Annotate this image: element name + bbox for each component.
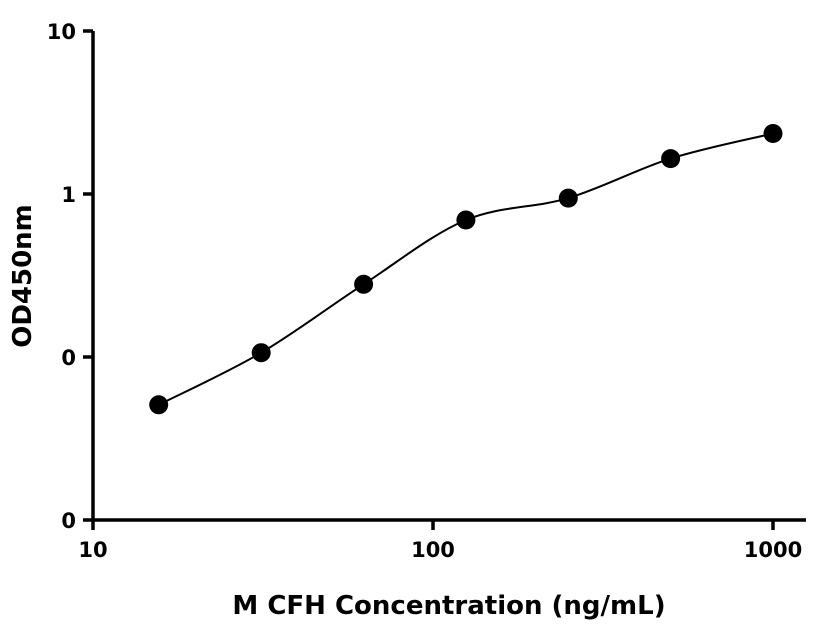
y-tick-label: 0 xyxy=(61,509,76,533)
x-tick-label: 100 xyxy=(411,538,455,562)
data-point xyxy=(456,210,476,230)
data-point xyxy=(763,124,783,143)
y-tick-label: 10 xyxy=(47,20,76,44)
data-points xyxy=(149,124,783,415)
data-point xyxy=(149,395,169,415)
axes xyxy=(91,31,806,522)
y-tick-label: 1 xyxy=(61,183,76,207)
x-axis-title: M CFH Concentration (ng/mL) xyxy=(232,591,665,621)
x-tick-label: 10 xyxy=(78,538,107,562)
data-point xyxy=(251,343,271,363)
fit-curve xyxy=(158,132,774,406)
fit-curve-group xyxy=(158,132,774,406)
x-tick-label: 1000 xyxy=(744,538,802,562)
data-point xyxy=(354,274,374,294)
data-point xyxy=(558,188,578,208)
data-point xyxy=(661,149,681,169)
y-tick-label: 0 xyxy=(61,346,76,370)
ticks: 10 100 1000 0 0 1 10 xyxy=(47,20,802,562)
y-axis-title: OD450nm xyxy=(8,204,38,348)
